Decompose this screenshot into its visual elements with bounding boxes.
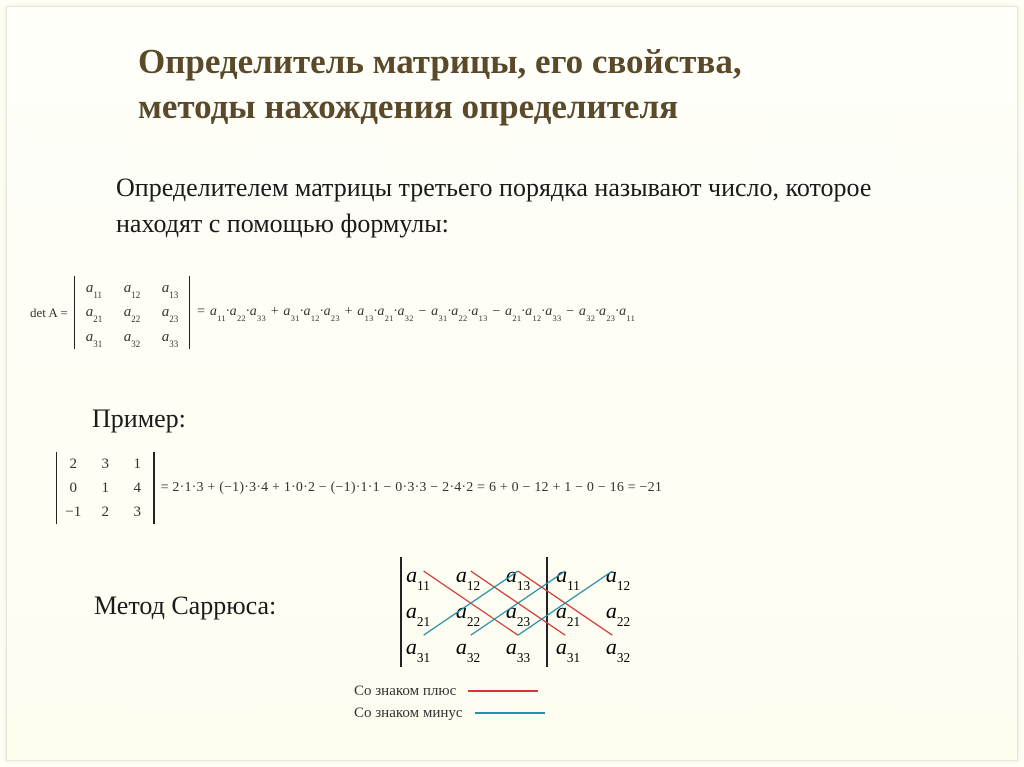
matrix-cell: 2 xyxy=(94,500,116,524)
legend-line-plus xyxy=(468,690,538,692)
example-label: Пример: xyxy=(92,404,186,434)
matrix-row: 231 xyxy=(62,452,148,476)
sarrus-cell: a11 xyxy=(400,558,436,594)
sarrus-cell: a22 xyxy=(450,594,486,630)
sarrus-cell: a22 xyxy=(600,594,636,630)
matrix-cell: 3 xyxy=(126,500,148,524)
matrix-cell: a23 xyxy=(156,300,184,324)
sarrus-cell: a11 xyxy=(550,558,586,594)
legend-minus-text: Со знаком минус xyxy=(354,705,463,722)
matrix-row: a11 a12 a13 xyxy=(80,276,184,300)
matrix-cell: a33 xyxy=(156,325,184,349)
matrix-cell: a32 xyxy=(118,325,146,349)
sarrus-cell: a12 xyxy=(450,558,486,594)
matrix-cell: −1 xyxy=(62,500,84,524)
matrix-cell: a12 xyxy=(118,276,146,300)
slide-title: Определитель матрицы, его свойства, мето… xyxy=(138,40,742,130)
sarrus-cell: a12 xyxy=(600,558,636,594)
legend-line-minus xyxy=(475,712,545,714)
sarrus-legend: Со знаком плюс Со знаком минус xyxy=(354,680,545,724)
sarrus-cell: a31 xyxy=(550,630,586,666)
expansion-formula: = a11·a22·a33 + a31·a12·a23 + a13·a21·a3… xyxy=(196,304,635,321)
sarrus-cell: a31 xyxy=(400,630,436,666)
matrix-cell: 0 xyxy=(62,476,84,500)
matrix-cell: 4 xyxy=(126,476,148,500)
matrix-cell: a22 xyxy=(118,300,146,324)
sarrus-cell: a32 xyxy=(600,630,636,666)
sarrus-cell: a13 xyxy=(500,558,536,594)
determinant-formula: det A = a11 a12 a13 a21 a22 a23 a31 a32 a33 = a1… xyxy=(30,276,635,349)
title-line: Определитель матрицы, его свойства, xyxy=(138,42,742,81)
sarrus-row: a31 a32 a33 a31 a32 xyxy=(400,630,636,666)
sarrus-row: a21 a22 a23 a21 a22 xyxy=(400,594,636,630)
sarrus-row: a11 a12 a13 a11 a12 xyxy=(400,558,636,594)
matrix-cell: 1 xyxy=(126,452,148,476)
sarrus-cell: a21 xyxy=(400,594,436,630)
legend-plus-text: Со знаком плюс xyxy=(354,683,456,700)
matrix-cell: 3 xyxy=(94,452,116,476)
matrix-cell: 2 xyxy=(62,452,84,476)
matrix-cell: a11 xyxy=(80,276,108,300)
matrix-row: a31 a32 a33 xyxy=(80,325,184,349)
matrix-cell: 1 xyxy=(94,476,116,500)
example-matrix: 231014−123 xyxy=(56,452,155,524)
matrix-cell: a21 xyxy=(80,300,108,324)
matrix-3x3: a11 a12 a13 a21 a22 a23 a31 a32 a33 xyxy=(74,276,191,349)
matrix-row: 014 xyxy=(62,476,148,500)
matrix-row: −1 23 xyxy=(62,500,148,524)
det-label: det A = xyxy=(30,305,68,321)
sarrus-cell: a32 xyxy=(450,630,486,666)
sarrus-label: Метод Саррюса: xyxy=(94,591,276,621)
matrix-row: a21 a22 a23 xyxy=(80,300,184,324)
matrix-cell: a13 xyxy=(156,276,184,300)
sarrus-diagram: a11a12a13a11a12a21a22a23a21a22a31a32a33a… xyxy=(400,555,636,669)
definition-text: Определителем матрицы третьего порядка н… xyxy=(116,170,946,242)
title-line: методы нахождения определителя xyxy=(138,87,678,126)
sarrus-cell: a33 xyxy=(500,630,536,666)
example-calculation: 231014−123 = 2·1·3 + (−1)·3·4 + 1·0·2 − … xyxy=(56,452,662,524)
sarrus-cell: a21 xyxy=(550,594,586,630)
matrix-cell: a31 xyxy=(80,325,108,349)
sarrus-cell: a23 xyxy=(500,594,536,630)
example-result: = 2·1·3 + (−1)·3·4 + 1·0·2 − (−1)·1·1 − … xyxy=(161,480,662,496)
